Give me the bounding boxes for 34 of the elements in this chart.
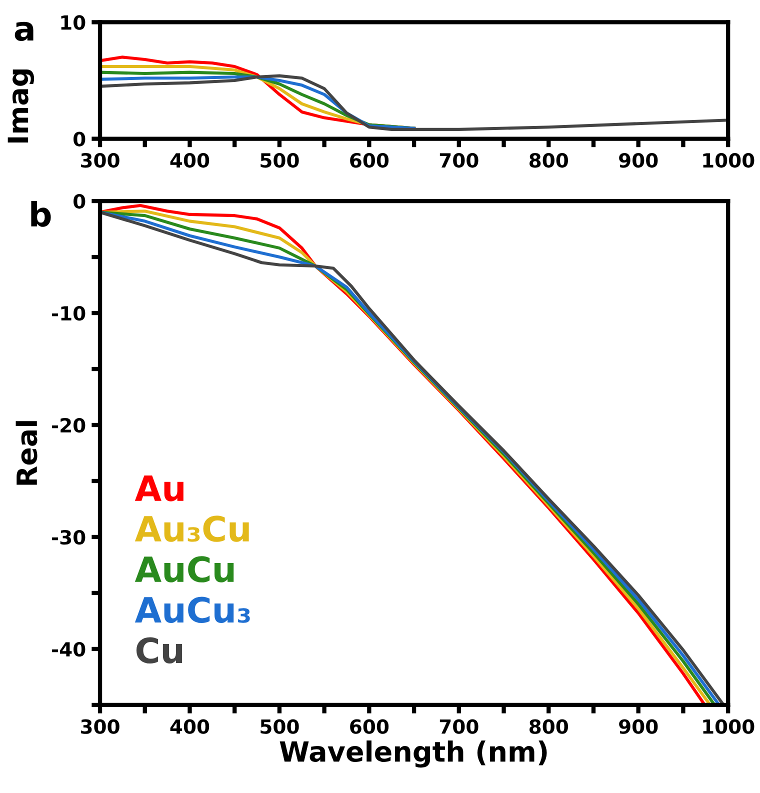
text: AuCu: [134, 556, 234, 582]
text: AuCu₃: [134, 596, 250, 623]
y-axis-title: Real: [16, 421, 38, 485]
x-tick-label: 800: [530, 719, 568, 734]
x-tick-label: 900: [619, 153, 658, 168]
x-tick-label: 1000: [703, 153, 754, 168]
line-series: [100, 74, 728, 131]
x-tick-label: 400: [170, 153, 210, 168]
x-tick-label: 700: [440, 719, 478, 734]
y-tick-label: 0: [74, 194, 86, 209]
text: Cu: [136, 637, 182, 664]
x-tick-label: 900: [619, 719, 658, 734]
x-tick-label: 500: [260, 153, 299, 168]
x-tick-label: 800: [530, 153, 568, 168]
x-tick-label: 400: [170, 719, 210, 734]
text: b: [31, 201, 51, 227]
x-tick-label: 600: [350, 153, 389, 168]
text: a: [14, 22, 34, 42]
y-axis-title: Imag: [8, 70, 34, 143]
y-tick-label: -20: [52, 418, 86, 433]
x-tick-label: 600: [350, 719, 389, 734]
x-axis-title: Wavelength (nm): [280, 740, 547, 768]
y-tick-label: -10: [52, 306, 86, 321]
x-tick-label: 1000: [703, 719, 754, 734]
x-tick-label: 700: [440, 153, 478, 168]
y-tick-label: 0: [74, 132, 86, 146]
y-tick-label: 10: [61, 15, 86, 30]
text: Au₃Cu: [134, 516, 249, 542]
x-tick-label: 500: [260, 719, 299, 734]
y-tick-label: -30: [52, 530, 86, 545]
x-tick-label: 300: [81, 153, 120, 168]
text: Au: [134, 476, 184, 502]
y-tick-label: -40: [52, 642, 86, 657]
x-tick-label: 300: [81, 719, 120, 734]
